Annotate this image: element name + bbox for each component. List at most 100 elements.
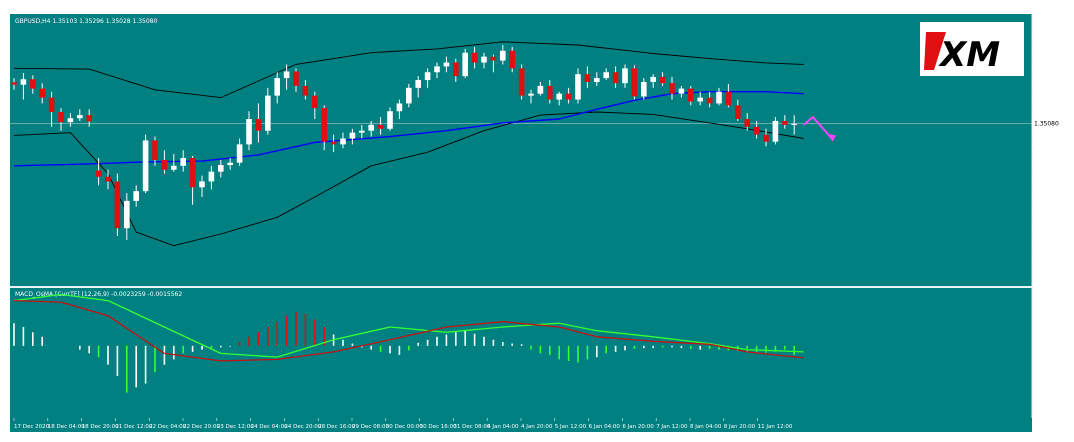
bear-candle <box>30 79 36 89</box>
bull-candle <box>443 62 450 67</box>
bear-candle <box>321 108 327 142</box>
price-tick-label: 1.34460 <box>1037 146 1060 152</box>
bear-candle <box>302 85 309 96</box>
bull-candle <box>716 91 722 104</box>
price-tick-label: 1.31940 <box>1037 244 1060 250</box>
bear-candle <box>490 56 497 61</box>
indicator-header: MACD_OsMA [CurrTF] (12,26,9) -0.0023259 … <box>15 291 182 298</box>
bull-candle <box>218 165 224 172</box>
bear-candle <box>39 88 45 98</box>
bull-candle <box>368 124 374 131</box>
time-tick-label: 4 Jan 04:00 <box>487 424 519 430</box>
time-tick-label: 8 Jan 20:00 <box>724 424 756 430</box>
macd-green-line <box>13 293 804 358</box>
indicator-tick-label: 0.0071579 <box>1037 290 1067 296</box>
time-tick-label: 6 Jan 20:00 <box>622 424 654 430</box>
bull-candle <box>528 93 534 96</box>
bull-candle <box>387 111 393 129</box>
bull-candle <box>396 103 403 112</box>
time-tick-label: 30 Dec 00:00 <box>386 424 423 430</box>
time-tick-label: 4 Jan 20:00 <box>521 424 553 430</box>
symbol-header: GBPUSD,H4 1.35103 1.35296 1.35028 1.3508… <box>15 18 157 25</box>
bear-candle <box>105 176 111 182</box>
bull-candle <box>650 76 656 82</box>
current-price-marker <box>1032 119 1062 128</box>
price-tick-label: 1.36150 <box>1037 80 1060 86</box>
bull-candle <box>462 52 468 77</box>
projection-arrow-line <box>802 116 833 140</box>
indicator-tick-label: -0.0089461 <box>1037 411 1069 417</box>
time-tick-label: 5 Jan 12:00 <box>555 424 587 430</box>
time-tick-label: 6 Jan 04:00 <box>589 424 621 430</box>
bull-candle <box>265 95 271 131</box>
bear-candle <box>95 170 102 177</box>
bull-candle <box>274 78 280 96</box>
time-tick-label: 22 Dec 20:00 <box>183 424 220 430</box>
bear-candle <box>706 97 713 104</box>
time-tick-label: 18 Dec 20:00 <box>82 424 119 430</box>
bull-candle <box>124 200 130 229</box>
price-tick-label: 1.36990 <box>1037 47 1060 53</box>
bull-candle <box>556 93 562 100</box>
bear-candle <box>453 62 459 77</box>
price-axis-labels: 1.37410 1.36990 1.36570 1.36150 1.35730 1.353… <box>1032 31 1060 267</box>
time-tick-label: 7 Jan 12:00 <box>656 424 688 430</box>
gridlines <box>10 14 1033 418</box>
bear-candle <box>659 76 666 84</box>
bull-candle <box>180 158 186 166</box>
bull-candle <box>575 74 581 100</box>
bear-candle <box>255 119 262 131</box>
time-tick-label: 8 Jan 04:00 <box>690 424 722 430</box>
bear-candle <box>58 112 64 123</box>
bull-candle <box>77 115 83 119</box>
bull-candle <box>481 56 487 63</box>
time-tick-label: 30 Dec 16:00 <box>420 424 457 430</box>
bull-candle <box>603 72 609 79</box>
indicator-panel <box>10 288 1032 418</box>
current-price-label: 1.35080 <box>1034 121 1059 128</box>
bear-candle <box>161 159 168 170</box>
bear-candle <box>688 88 694 102</box>
bear-candle <box>377 124 384 129</box>
bear-candle <box>312 95 318 109</box>
bull-candle <box>772 120 779 142</box>
time-tick-label: 24 Dec 20:00 <box>284 424 321 430</box>
bull-candle <box>434 66 440 73</box>
bull-candle <box>424 72 431 81</box>
bear-candle <box>48 97 55 113</box>
bull-candle <box>791 123 797 125</box>
price-tick-label: 1.37410 <box>1037 31 1060 37</box>
bull-candle <box>641 81 647 97</box>
bear-candle <box>86 115 92 122</box>
price-tick-label: 1.32780 <box>1037 211 1060 217</box>
projection-arrow <box>802 116 836 142</box>
bull-candle <box>171 165 177 170</box>
price-tick-label: 1.35310 <box>1037 113 1060 119</box>
price-tick-label: 1.32360 <box>1037 228 1060 234</box>
bear-candle <box>547 85 553 100</box>
price-tick-label: 1.34040 <box>1037 162 1060 168</box>
bear-candle <box>744 119 750 127</box>
bear-candle <box>763 134 769 142</box>
price-tick-label: 1.31520 <box>1037 261 1060 267</box>
bull-candle <box>340 138 346 145</box>
time-tick-label: 31 Dec 08:00 <box>453 424 490 430</box>
bull-candle <box>500 50 506 61</box>
price-tick-label: 1.33200 <box>1037 195 1060 201</box>
price-tick-label: 1.36570 <box>1037 64 1060 70</box>
bull-candle <box>622 68 628 84</box>
time-tick-label: 11 Jan 12:00 <box>758 424 793 430</box>
bull-candle <box>133 191 139 201</box>
bear-candle <box>509 50 515 69</box>
time-tick-label: 18 Dec 04:00 <box>48 424 85 430</box>
bull-candle <box>208 171 215 182</box>
bull-candle <box>415 80 421 88</box>
bear-candle <box>753 126 760 135</box>
bollinger-upper-line <box>13 41 804 99</box>
bear-candle <box>725 91 732 106</box>
bear-candle <box>189 158 196 188</box>
bear-candle <box>612 72 619 84</box>
indicator-tick-label: 0.00 <box>1037 344 1050 350</box>
bear-candle <box>782 120 788 125</box>
